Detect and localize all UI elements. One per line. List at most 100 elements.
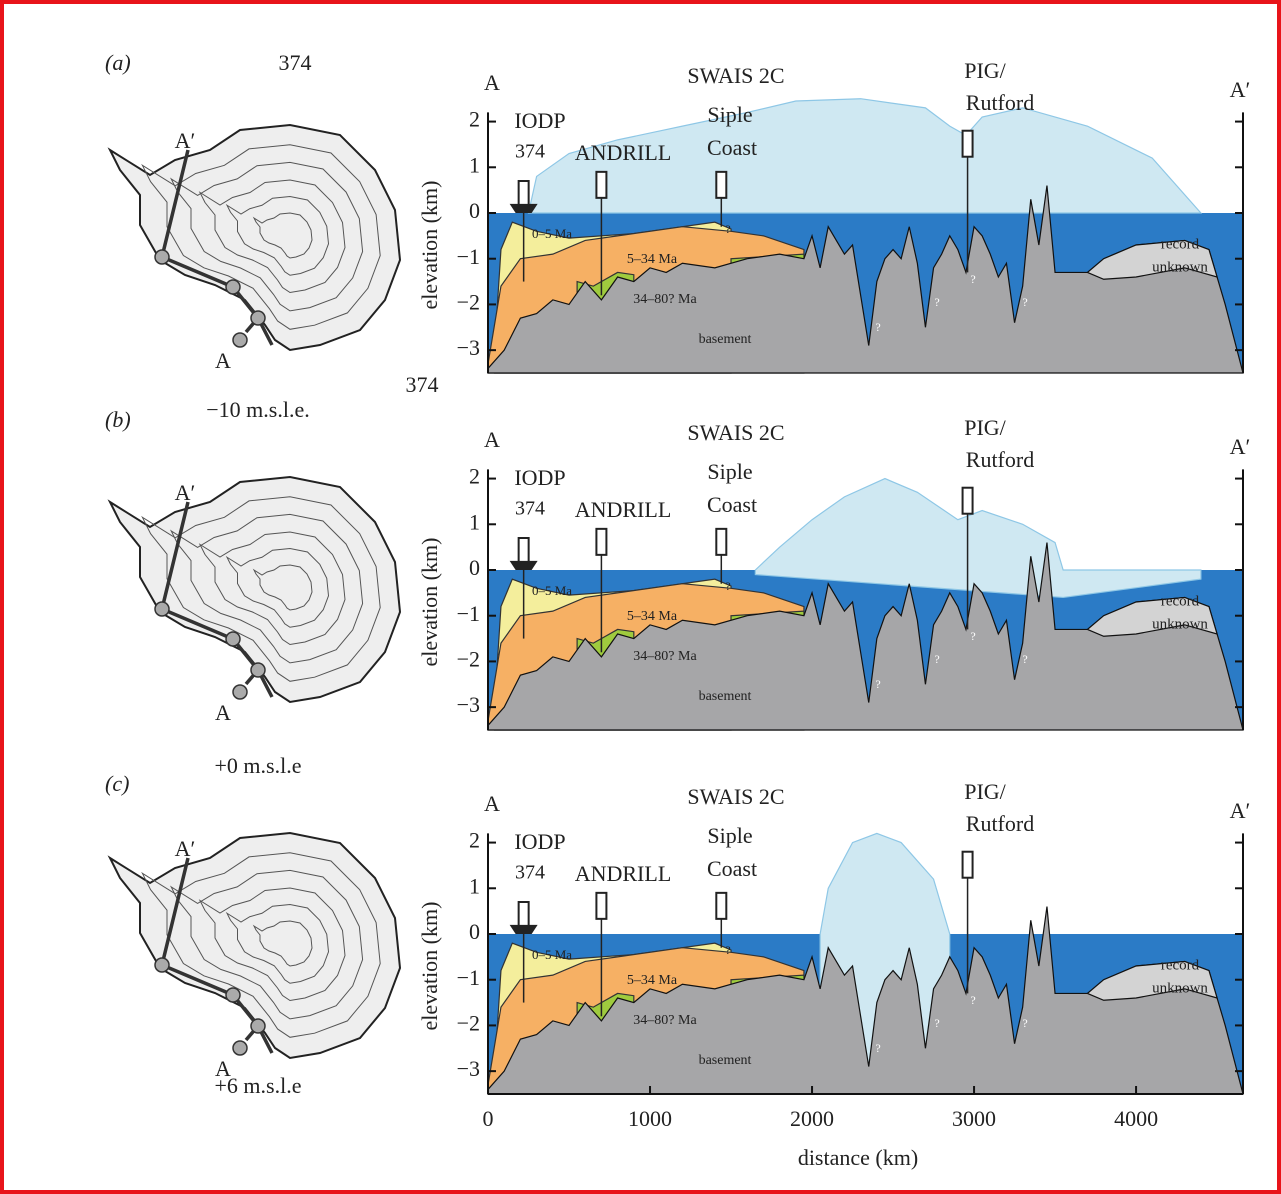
map-contour: [198, 887, 346, 1002]
unit-label: basement: [699, 332, 752, 347]
y-tick-label: −1: [457, 244, 480, 269]
query-mark: ?: [725, 579, 730, 593]
drill-rig: [961, 486, 974, 515]
unit-label: basement: [699, 1053, 752, 1068]
panel-label: (c): [105, 771, 129, 796]
y-tick-label: 1: [469, 873, 480, 898]
drill-rig: [595, 891, 608, 920]
map-contour: [225, 195, 330, 276]
ice-sheet: [527, 98, 1203, 214]
query-mark: ?: [725, 222, 730, 236]
x-tick-label: 2000: [790, 1106, 834, 1131]
annotation: 374: [279, 50, 312, 75]
annotation: 374: [406, 372, 439, 397]
section-label: Siple: [707, 459, 752, 484]
y-tick-label: 2: [469, 828, 480, 853]
query-mark: ?: [725, 943, 730, 957]
ice-sheet: [754, 477, 1202, 599]
section-label: ANDRILL: [575, 861, 672, 886]
section-label: Coast: [707, 856, 757, 881]
section-label: ANDRILL: [575, 497, 672, 522]
x-tick-label: 4000: [1114, 1106, 1158, 1131]
section-label: SWAIS 2C: [687, 63, 784, 88]
query-mark: ?: [934, 1016, 939, 1030]
map-caption: −10 m.s.l.e.: [206, 397, 309, 422]
unit-label: 34–80? Ma: [633, 1013, 697, 1028]
map-contour: [252, 564, 313, 611]
site-dot: [232, 1040, 248, 1056]
section-label: IODP: [514, 829, 565, 854]
drill-ship: [509, 560, 538, 570]
drill-ship: [509, 203, 538, 213]
section-label: PIG/: [964, 58, 1006, 83]
map-contour: [252, 920, 313, 967]
y-tick-label: 0: [469, 198, 480, 223]
section-label: IODP: [514, 108, 565, 133]
query-mark: ?: [875, 320, 880, 334]
drill-rig: [715, 527, 728, 556]
map-contour: [169, 513, 364, 664]
query-mark: ?: [970, 629, 975, 643]
map-contour: [169, 869, 364, 1020]
y-tick-label: 1: [469, 152, 480, 177]
map-label: A′: [175, 836, 196, 861]
y-tick-label: 0: [469, 919, 480, 944]
y-tick-label: 2: [469, 464, 480, 489]
unit-label: unknown: [1152, 259, 1208, 275]
section-label: 374: [515, 862, 545, 884]
site-dot: [154, 957, 170, 973]
y-tick-label: 1: [469, 509, 480, 534]
query-mark: ?: [1022, 652, 1027, 666]
query-mark: ?: [934, 652, 939, 666]
section-label: A: [484, 427, 500, 452]
section-label: Coast: [707, 135, 757, 160]
x-tick-label: 0: [483, 1106, 494, 1131]
drill-ship: [509, 924, 538, 934]
map-contour: [198, 179, 346, 294]
map-contour: [225, 547, 330, 628]
section-label: Rutford: [966, 90, 1034, 115]
unit-label: 0–5 Ma: [532, 226, 572, 241]
map-caption: +0 m.s.l.e: [215, 753, 302, 778]
unit-label: 5–34 Ma: [627, 609, 678, 624]
y-tick-label: 0: [469, 555, 480, 580]
query-mark: ?: [970, 993, 975, 1007]
section-label: Siple: [707, 823, 752, 848]
y-tick-label: −2: [457, 1010, 480, 1035]
map-contour: [169, 161, 364, 312]
y-tick-label: −2: [457, 289, 480, 314]
map-contour: [141, 144, 381, 330]
section-label: ANDRILL: [575, 140, 672, 165]
section-label: A: [484, 791, 500, 816]
unit-label: record: [1161, 957, 1200, 973]
map-contour: [225, 903, 330, 984]
y-tick-label: −3: [457, 335, 480, 360]
query-mark: ?: [1022, 1016, 1027, 1030]
drill-rig: [595, 527, 608, 556]
section-label: 374: [515, 141, 545, 163]
drill-rig: [961, 850, 974, 879]
query-mark: ?: [934, 295, 939, 309]
drill-rig: [517, 901, 530, 929]
section-label: SWAIS 2C: [687, 784, 784, 809]
map-label: A: [215, 1056, 231, 1081]
drill-rig: [715, 170, 728, 199]
x-tick-label: 1000: [628, 1106, 672, 1131]
map-label: A: [215, 700, 231, 725]
map-contour: [252, 212, 313, 259]
basement: [487, 542, 1244, 731]
drill-rig: [517, 537, 530, 565]
y-axis-label: elevation (km): [417, 902, 442, 1031]
record-unknown: [1086, 239, 1218, 280]
map-label: A′: [175, 480, 196, 505]
map-contour: [141, 496, 381, 682]
section-label: A′: [1230, 77, 1251, 102]
query-mark: ?: [875, 1041, 880, 1055]
record-unknown: [1086, 960, 1218, 1001]
panel-label: (b): [105, 407, 131, 432]
map-label: A: [215, 348, 231, 373]
y-tick-label: −3: [457, 1056, 480, 1081]
unit-label: unknown: [1152, 980, 1208, 996]
section-label: PIG/: [964, 779, 1006, 804]
unit-label: unknown: [1152, 616, 1208, 632]
